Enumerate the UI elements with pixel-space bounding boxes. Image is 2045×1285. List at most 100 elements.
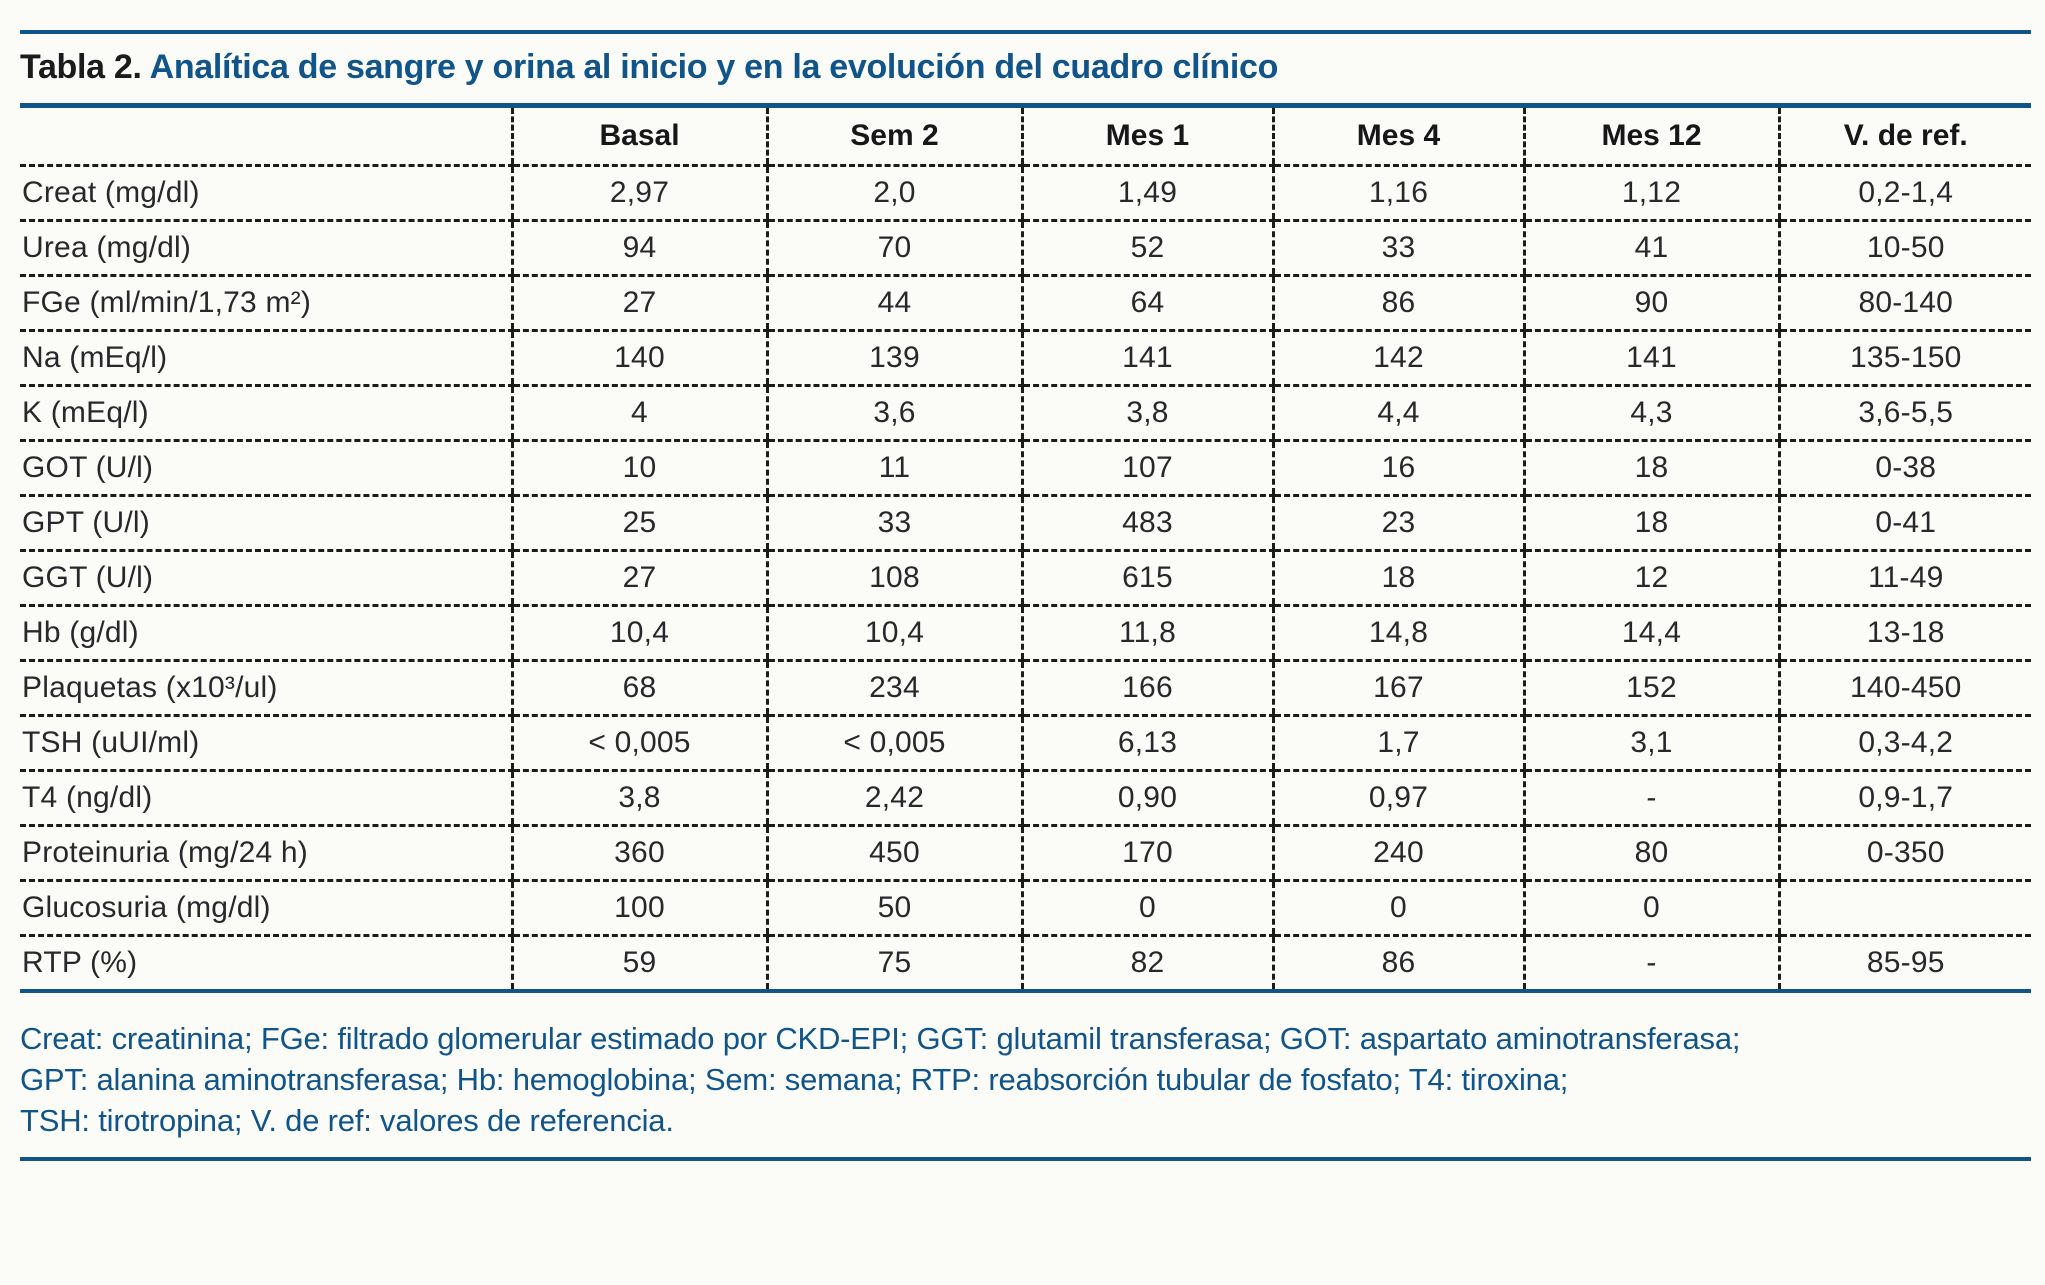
cell-value: 90 — [1522, 275, 1779, 332]
table-title-text: Analítica de sangre y orina al inicio y … — [149, 48, 1279, 86]
footnote-line: Creat: creatinina; FGe: filtrado glomeru… — [20, 1020, 1741, 1056]
cell-value: 10,4 — [765, 605, 1022, 662]
row-label: T4 (ng/dl) — [20, 770, 512, 827]
row-label: Glucosuria (mg/dl) — [20, 880, 512, 937]
cell-value: 85-95 — [1777, 935, 2031, 991]
cell-value: 3,1 — [1522, 715, 1779, 772]
table-header: Basal Sem 2 Mes 1 Mes 4 Mes 12 V. de ref… — [20, 105, 2031, 167]
cell-value: 10 — [510, 440, 767, 497]
cell-value: 13-18 — [1777, 605, 2031, 662]
table-row: Hb (g/dl) 10,4 10,4 11,8 14,8 14,4 13-18 — [20, 605, 2031, 662]
cell-value: 68 — [510, 660, 767, 717]
cell-value: - — [1522, 935, 1779, 991]
cell-value: 234 — [765, 660, 1022, 717]
cell-value: 0,9-1,7 — [1777, 770, 2031, 827]
cell-value: 240 — [1271, 825, 1524, 882]
cell-value: 59 — [510, 935, 767, 991]
row-label: Proteinuria (mg/24 h) — [20, 825, 512, 882]
cell-value: 86 — [1271, 935, 1524, 991]
cell-value: 12 — [1522, 550, 1779, 607]
cell-value: 483 — [1020, 495, 1273, 552]
footnote-line: GPT: alanina aminotransferasa; Hb: hemog… — [20, 1061, 1569, 1097]
cell-value: 14,4 — [1522, 605, 1779, 662]
cell-value: 135-150 — [1777, 330, 2031, 387]
row-label: Creat (mg/dl) — [20, 165, 512, 222]
cell-value: 142 — [1271, 330, 1524, 387]
row-label: TSH (uUI/ml) — [20, 715, 512, 772]
table-row: GPT (U/l) 25 33 483 23 18 0-41 — [20, 495, 2031, 552]
cell-value: 44 — [765, 275, 1022, 332]
row-label: GGT (U/l) — [20, 550, 512, 607]
row-label: Hb (g/dl) — [20, 605, 512, 662]
cell-value: 0 — [1271, 880, 1524, 937]
top-rule — [20, 30, 2031, 34]
header-cell-mes4: Mes 4 — [1271, 105, 1524, 167]
cell-value: 11-49 — [1777, 550, 2031, 607]
cell-value: 23 — [1271, 495, 1524, 552]
cell-value: 1,7 — [1271, 715, 1524, 772]
table-row: GOT (U/l) 10 11 107 16 18 0-38 — [20, 440, 2031, 497]
cell-value: 450 — [765, 825, 1022, 882]
cell-value: 80 — [1522, 825, 1779, 882]
cell-value: 86 — [1271, 275, 1524, 332]
lab-results-table: Basal Sem 2 Mes 1 Mes 4 Mes 12 V. de ref… — [20, 103, 2031, 993]
cell-value: 0,97 — [1271, 770, 1524, 827]
cell-value: 3,6 — [765, 385, 1022, 442]
table-row: TSH (uUI/ml) < 0,005 < 0,005 6,13 1,7 3,1 0,3-… — [20, 715, 2031, 772]
cell-value: 50 — [765, 880, 1022, 937]
cell-value: 108 — [765, 550, 1022, 607]
cell-value: 70 — [765, 220, 1022, 277]
table-row: Glucosuria (mg/dl) 100 50 0 0 0 — [20, 880, 2031, 937]
cell-value: 14,8 — [1271, 605, 1524, 662]
cell-value: 140-450 — [1777, 660, 2031, 717]
header-cell-sem2: Sem 2 — [765, 105, 1022, 167]
cell-value: 27 — [510, 275, 767, 332]
cell-value: 33 — [765, 495, 1022, 552]
cell-value: 18 — [1522, 495, 1779, 552]
cell-value: 4 — [510, 385, 767, 442]
cell-value: 0 — [1020, 880, 1273, 937]
cell-value: 615 — [1020, 550, 1273, 607]
table-row: Na (mEq/l) 140 139 141 142 141 135-150 — [20, 330, 2031, 387]
header-cell-mes12: Mes 12 — [1522, 105, 1779, 167]
cell-value: - — [1522, 770, 1779, 827]
row-label: GPT (U/l) — [20, 495, 512, 552]
cell-value: 141 — [1020, 330, 1273, 387]
cell-value: 2,42 — [765, 770, 1022, 827]
row-label: GOT (U/l) — [20, 440, 512, 497]
cell-value: 52 — [1020, 220, 1273, 277]
cell-value: 0,3-4,2 — [1777, 715, 2031, 772]
cell-value: < 0,005 — [510, 715, 767, 772]
bottom-rule — [20, 1156, 2031, 1161]
cell-value: 25 — [510, 495, 767, 552]
cell-value: 4,4 — [1271, 385, 1524, 442]
cell-value: 1,12 — [1522, 165, 1779, 222]
cell-value: 6,13 — [1020, 715, 1273, 772]
row-label: RTP (%) — [22, 945, 138, 979]
table-title-number: Tabla 2. — [20, 48, 142, 86]
cell-value: 4,3 — [1522, 385, 1779, 442]
cell-value: 94 — [510, 220, 767, 277]
cell-value: 80-140 — [1777, 275, 2031, 332]
row-label: Na (mEq/l) — [20, 330, 512, 387]
footnote-line: TSH: tirotropina; V. de ref: valores de … — [20, 1102, 674, 1138]
cell-value: 152 — [1522, 660, 1779, 717]
table-footnote: Creat: creatinina; FGe: filtrado glomeru… — [20, 1018, 2031, 1141]
cell-value: 1,16 — [1271, 165, 1524, 222]
table-row: FGe (ml/min/1,73 m²) 27 44 64 86 90 80-140 — [20, 275, 2031, 332]
cell-value: 11 — [765, 440, 1022, 497]
table-title: Tabla 2. Analítica de sangre y orina al … — [20, 48, 2031, 87]
cell-value: 2,97 — [510, 165, 767, 222]
cell-value: 360 — [510, 825, 767, 882]
cell-value: 16 — [1271, 440, 1524, 497]
cell-value: 75 — [765, 935, 1022, 991]
cell-value: 11,8 — [1020, 605, 1273, 662]
table-row: Creat (mg/dl) 2,97 2,0 1,49 1,16 1,12 0,2-1,4 — [20, 165, 2031, 222]
cell-value: 141 — [1522, 330, 1779, 387]
header-row: Basal Sem 2 Mes 1 Mes 4 Mes 12 V. de ref… — [20, 105, 2031, 167]
cell-value — [1777, 880, 2031, 937]
cell-value: 167 — [1271, 660, 1524, 717]
cell-value: 100 — [510, 880, 767, 937]
cell-value: 10-50 — [1777, 220, 2031, 277]
cell-value: 107 — [1020, 440, 1273, 497]
